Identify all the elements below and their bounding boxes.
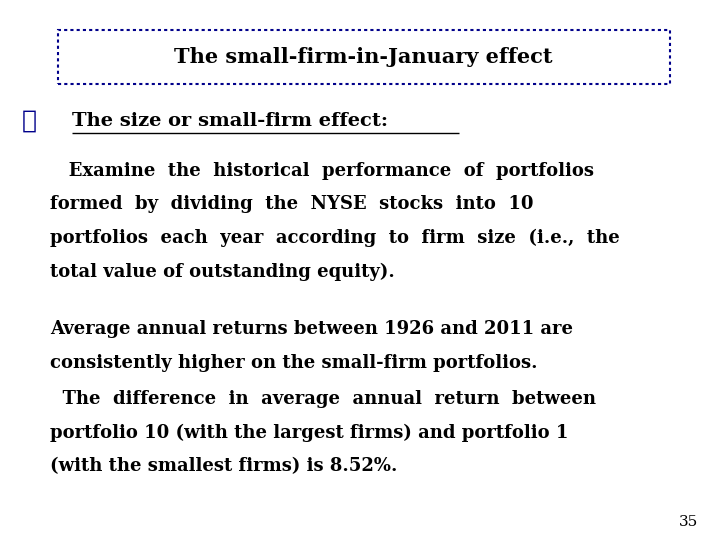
Text: (with the smallest firms) is 8.52%.: (with the smallest firms) is 8.52%. (50, 457, 397, 475)
Text: The small-firm-in-January effect: The small-firm-in-January effect (174, 46, 553, 67)
FancyBboxPatch shape (58, 30, 670, 84)
Text: portfolio 10 (with the largest firms) and portfolio 1: portfolio 10 (with the largest firms) an… (50, 423, 569, 442)
Text: portfolios  each  year  according  to  firm  size  (i.e.,  the: portfolios each year according to firm s… (50, 229, 620, 247)
Text: Examine  the  historical  performance  of  portfolios: Examine the historical performance of po… (50, 162, 595, 180)
Text: total value of outstanding equity).: total value of outstanding equity). (50, 262, 395, 281)
Text: Average annual returns between 1926 and 2011 are: Average annual returns between 1926 and … (50, 320, 573, 338)
Text: formed  by  dividing  the  NYSE  stocks  into  10: formed by dividing the NYSE stocks into … (50, 195, 534, 213)
Text: consistently higher on the small-firm portfolios.: consistently higher on the small-firm po… (50, 354, 538, 372)
Text: ❖: ❖ (22, 110, 37, 133)
Text: The size or small-firm effect:: The size or small-firm effect: (72, 112, 388, 131)
Text: The  difference  in  average  annual  return  between: The difference in average annual return … (50, 390, 596, 408)
Text: 35: 35 (679, 515, 698, 529)
